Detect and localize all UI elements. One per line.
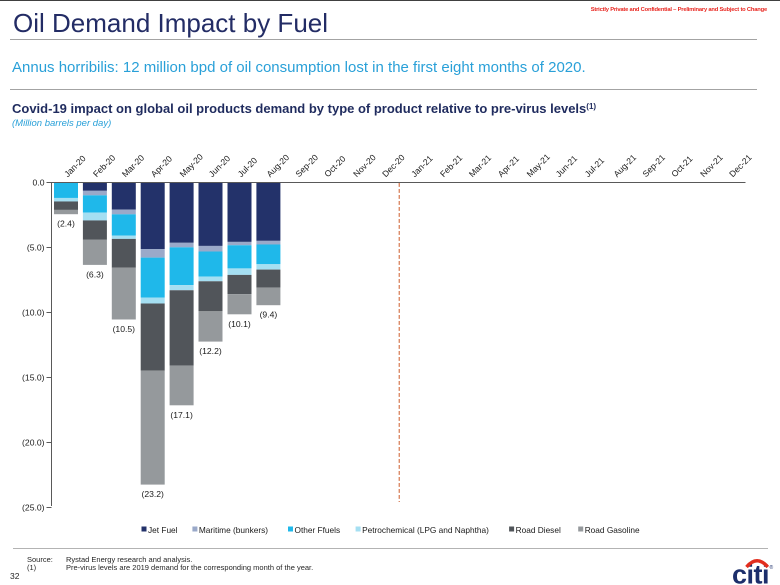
svg-text:Jan-21: Jan-21: [409, 153, 435, 179]
svg-text:Apr-20: Apr-20: [149, 154, 174, 179]
svg-text:(10.1): (10.1): [228, 319, 251, 329]
svg-text:®: ®: [770, 564, 774, 571]
svg-text:Feb-21: Feb-21: [438, 153, 464, 179]
svg-text:Dec-20: Dec-20: [380, 152, 407, 179]
svg-text:(6.3): (6.3): [86, 269, 104, 279]
svg-text:Oct-21: Oct-21: [669, 154, 694, 179]
svg-text:Sep-21: Sep-21: [640, 152, 667, 179]
svg-text:(10.0): (10.0): [22, 308, 45, 318]
svg-text:(5.0): (5.0): [27, 243, 45, 253]
svg-text:(10.5): (10.5): [113, 324, 136, 334]
svg-text:Mar-20: Mar-20: [120, 153, 146, 179]
svg-text:Mar-21: Mar-21: [467, 153, 493, 179]
svg-text:Nov-21: Nov-21: [698, 152, 725, 179]
svg-text:Jul-20: Jul-20: [236, 155, 260, 179]
svg-text:Road Gasoline: Road Gasoline: [585, 525, 640, 535]
svg-text:(25.0): (25.0): [22, 503, 45, 513]
svg-text:Maritime (bunkers): Maritime (bunkers): [199, 525, 268, 535]
svg-text:0.0: 0.0: [33, 178, 45, 188]
svg-text:Apr-21: Apr-21: [496, 154, 521, 179]
svg-text:(9.4): (9.4): [260, 310, 278, 320]
svg-text:Sep-20: Sep-20: [293, 152, 320, 179]
svg-text:Jul-21: Jul-21: [583, 155, 607, 179]
svg-text:(23.2): (23.2): [141, 489, 164, 499]
svg-text:Jet Fuel: Jet Fuel: [148, 525, 178, 535]
svg-text:Dec-21: Dec-21: [727, 152, 754, 179]
svg-text:(20.0): (20.0): [22, 438, 45, 448]
svg-text:(15.0): (15.0): [22, 373, 45, 383]
svg-text:Jun-20: Jun-20: [207, 153, 233, 179]
svg-text:(17.1): (17.1): [170, 410, 193, 420]
svg-text:(2.4): (2.4): [57, 219, 75, 229]
svg-text:Jun-21: Jun-21: [554, 153, 580, 179]
svg-text:Road Diesel: Road Diesel: [516, 525, 561, 535]
svg-text:Nov-20: Nov-20: [351, 152, 378, 179]
svg-text:Aug-20: Aug-20: [264, 152, 291, 179]
svg-text:May-21: May-21: [525, 152, 552, 179]
svg-text:May-20: May-20: [178, 152, 205, 179]
svg-text:Other Ffuels: Other Ffuels: [295, 525, 341, 535]
svg-text:Petrochemical (LPG and Naphtha: Petrochemical (LPG and Naphtha): [362, 525, 489, 535]
svg-text:Jan-20: Jan-20: [62, 153, 88, 179]
svg-text:Aug-21: Aug-21: [611, 152, 638, 179]
svg-text:Oct-20: Oct-20: [322, 154, 347, 179]
svg-text:(12.2): (12.2): [199, 346, 222, 356]
svg-text:Feb-20: Feb-20: [91, 153, 117, 179]
